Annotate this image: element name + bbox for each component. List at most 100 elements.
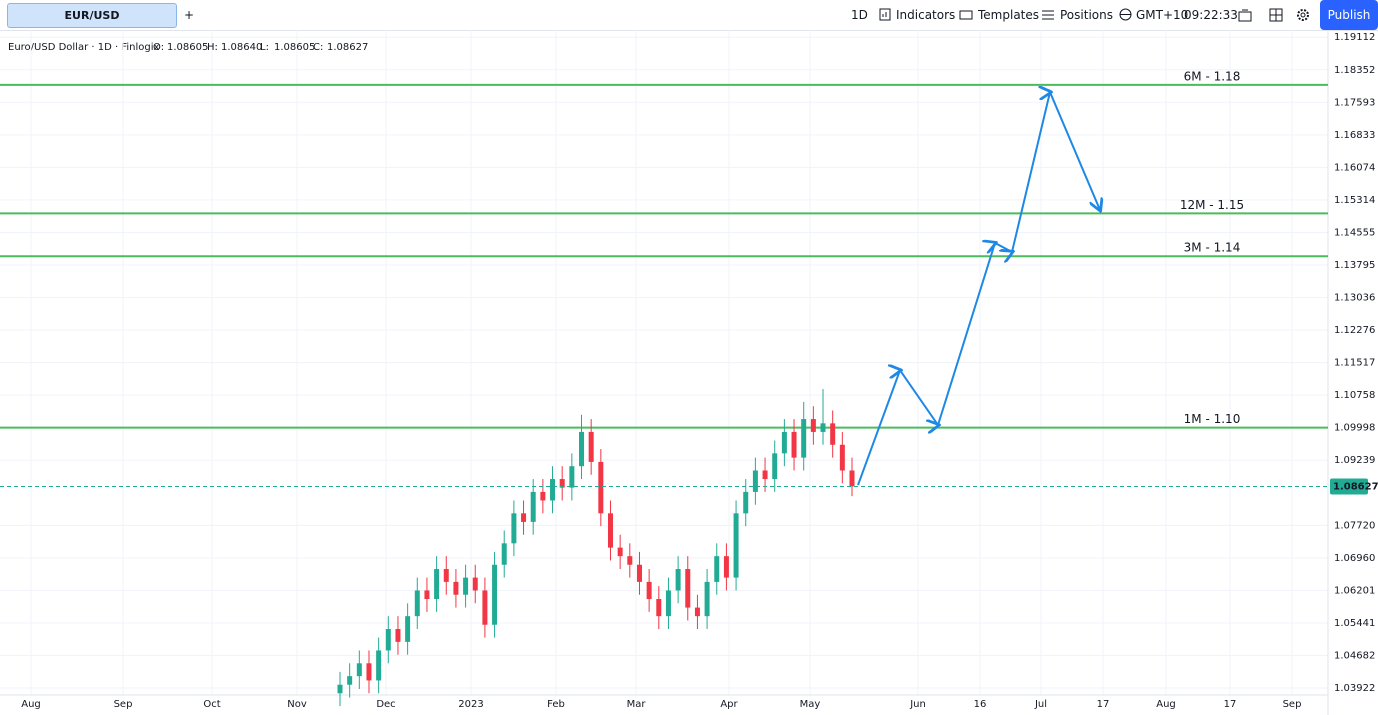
candle-body <box>743 491 749 514</box>
chart-title: Euro/USD Dollar · 1D · Finlogix <box>8 42 159 53</box>
y-tick-label: 1.11517 <box>1334 358 1375 369</box>
candle-body <box>617 547 623 557</box>
candle-body <box>405 616 411 642</box>
candle-body <box>714 556 720 582</box>
candle-body <box>665 590 671 617</box>
interval[interactable]: 1D <box>851 8 868 22</box>
y-tick-label: 1.17593 <box>1334 97 1375 108</box>
publish-button[interactable]: Publish <box>1320 0 1378 30</box>
templates-icon <box>959 10 973 20</box>
last-price-box <box>1330 478 1368 495</box>
candle-body <box>810 419 816 432</box>
symbol-tab[interactable]: EUR/USD <box>7 3 177 28</box>
y-tick-label: 1.09998 <box>1334 423 1375 434</box>
indicators-icon <box>879 8 891 21</box>
candle-body <box>501 543 507 565</box>
ohlc-label: L: <box>260 42 269 53</box>
templates[interactable]: Templates <box>978 8 1040 22</box>
toolbar: EUR/USD + 1D Indicators Templates Positi… <box>0 0 1378 31</box>
level-label: 12M - 1.15 <box>1180 198 1244 212</box>
candle-body <box>704 581 710 617</box>
layout-icon[interactable] <box>1269 8 1283 22</box>
x-tick-label: 2023 <box>458 699 483 710</box>
candle-body <box>472 577 478 591</box>
y-tick-label: 1.03922 <box>1334 683 1375 694</box>
candle-body <box>395 629 401 642</box>
candle-body <box>752 470 758 492</box>
candle-body <box>588 431 594 462</box>
candle-body <box>550 479 556 501</box>
y-tick-label: 1.09239 <box>1334 455 1375 466</box>
candle-body <box>772 453 778 480</box>
y-tick-label: 1.15314 <box>1334 195 1375 206</box>
candle-body <box>579 431 585 467</box>
candle-body <box>376 650 382 681</box>
y-tick-label: 1.12276 <box>1334 325 1375 336</box>
x-tick-label: Feb <box>547 699 565 710</box>
y-tick-label: 1.06201 <box>1334 585 1375 596</box>
y-tick-label: 1.18352 <box>1334 65 1375 76</box>
candle-body <box>791 431 797 458</box>
x-tick-label: Aug <box>1156 699 1176 710</box>
candle-body <box>830 423 836 445</box>
candle-body <box>414 590 420 617</box>
y-tick-label: 1.16833 <box>1334 130 1375 141</box>
x-tick-label: Jul <box>1034 699 1047 710</box>
candle-body <box>598 461 604 514</box>
candle-body <box>636 564 642 582</box>
y-tick-label: 1.13036 <box>1334 293 1375 304</box>
y-tick-label: 1.16074 <box>1334 162 1375 173</box>
x-tick-label: Jun <box>909 699 926 710</box>
add-tab[interactable]: + <box>184 8 195 22</box>
y-tick-label: 1.06960 <box>1334 553 1375 564</box>
x-tick-label: 16 <box>974 699 987 710</box>
x-tick-label: Oct <box>203 699 220 710</box>
candle-body <box>762 470 768 480</box>
candle-body <box>781 431 787 454</box>
candle-body <box>521 513 527 522</box>
candle-body <box>801 419 807 458</box>
y-tick-label: 1.14555 <box>1334 227 1375 238</box>
clock: 09:22:33 <box>1184 8 1238 22</box>
level-label: 1M - 1.10 <box>1184 412 1241 426</box>
candle-body <box>482 590 488 625</box>
candle-body <box>733 513 739 578</box>
candle-body <box>849 470 855 487</box>
candle-body <box>424 590 430 600</box>
level-label: 3M - 1.14 <box>1184 241 1241 255</box>
candle-body <box>723 556 729 578</box>
candle-body <box>337 684 343 694</box>
candle-body <box>559 479 565 488</box>
x-tick-label: May <box>800 699 821 710</box>
forecast-path <box>857 92 1100 486</box>
candle-body <box>675 569 681 591</box>
ohlc-value: 1.08605 <box>274 42 315 53</box>
x-tick-label: Sep <box>114 699 133 710</box>
candle-body <box>443 569 449 582</box>
x-tick-label: Aug <box>21 699 41 710</box>
candle-body <box>820 423 826 432</box>
candle-body <box>385 629 391 651</box>
x-tick-label: Nov <box>287 699 307 710</box>
positions[interactable]: Positions <box>1060 8 1113 22</box>
settings-icon[interactable] <box>1296 8 1310 22</box>
candle-body <box>656 599 662 617</box>
y-tick-label: 1.19112 <box>1334 32 1375 43</box>
x-tick-label: 17 <box>1097 699 1110 710</box>
timezone[interactable]: GMT+10 <box>1136 8 1189 22</box>
ohlc-value: 1.08605 <box>167 42 208 53</box>
ohlc-label: C: <box>313 42 323 53</box>
ohlc-label: H: <box>207 42 218 53</box>
snapshot-icon[interactable] <box>1238 8 1252 22</box>
indicators[interactable]: Indicators <box>896 8 956 22</box>
candle-body <box>607 513 613 548</box>
candle-body <box>463 577 469 595</box>
last-price-label: 1.08627 <box>1333 481 1378 492</box>
candle-body <box>356 663 362 677</box>
candle-body <box>685 569 691 608</box>
positions-icon <box>1042 10 1054 20</box>
y-tick-label: 1.07720 <box>1334 520 1375 531</box>
candle-body <box>347 676 353 685</box>
x-tick-label: 17 <box>1224 699 1237 710</box>
